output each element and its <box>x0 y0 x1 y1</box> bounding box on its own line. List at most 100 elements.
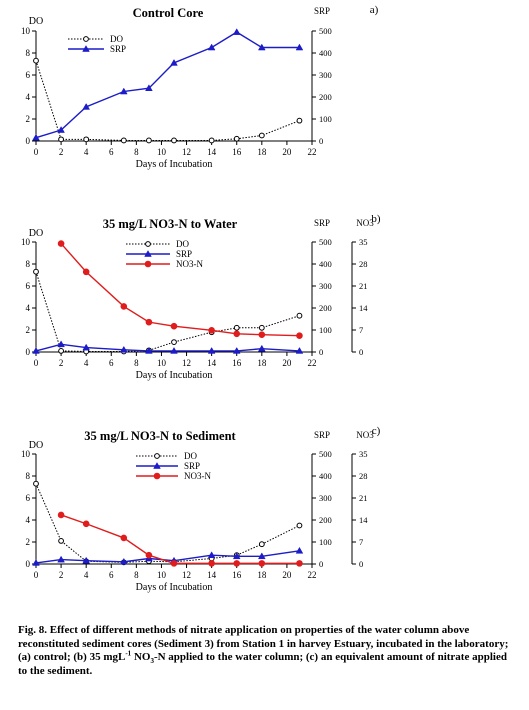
panel-3-legend-marker <box>154 453 160 459</box>
panel-3-x-tick-label: 16 <box>232 570 242 580</box>
panel-1-series-do-point <box>120 137 127 144</box>
panel-2-series-no3-n-point <box>258 331 266 339</box>
panel-1-srp-axis-tick-label: 200 <box>319 92 332 102</box>
panel-1-x-tick-label: 14 <box>207 147 217 157</box>
panel-3-series-srp-point <box>82 556 91 564</box>
panel-3-series-do-line <box>35 483 300 563</box>
panel-3-series-no3-n-point <box>258 560 266 567</box>
panel-3-panel-label: c) <box>372 425 381 437</box>
caption-subscript: 3 <box>150 657 154 666</box>
panel-2-series-do-line <box>35 271 300 352</box>
panel-2-series-do-point <box>258 324 265 331</box>
panel-1-x-tick-label: 10 <box>157 147 167 157</box>
panel-2-no3-axis-tick-label: 0 <box>359 347 363 357</box>
caption-text-1: Fig. 8. Effect of different methods of n… <box>18 624 509 664</box>
panel-2-legend-marker <box>144 260 152 268</box>
panel-3-left-axis-label: DO <box>29 440 43 451</box>
panel-2-x-tick-label: 14 <box>207 358 217 368</box>
panel-2-panel-label: b) <box>371 213 381 225</box>
panel-1-left-tick-label: 8 <box>26 48 31 58</box>
panel-3-srp-axis-tick-label: 200 <box>319 515 332 525</box>
panel-1-series-srp-line <box>35 31 300 139</box>
panel-1-x-tick-label: 2 <box>59 147 64 157</box>
panel-1-series-do-point <box>33 57 39 64</box>
panel-3-series-no3-n-point <box>57 511 65 519</box>
panel-2-x-tick-label: 12 <box>182 358 191 368</box>
panel-3-series-no3-n-point <box>145 551 153 559</box>
panel-1-left-tick-label: 0 <box>26 136 31 146</box>
panel-1-series-srp-point <box>170 58 178 66</box>
panel-2-series-srp-point <box>257 344 266 352</box>
panel-1-srp-axis-tick-label: 500 <box>319 26 332 36</box>
panel-2-srp-axis-tick-label: 0 <box>319 347 323 357</box>
panel-3-series-srp-point <box>232 552 241 560</box>
panel-1-x-tick-label: 16 <box>232 147 242 157</box>
panel-3-srp-axis-tick-label: 0 <box>319 559 323 569</box>
panel-1-series-do-point <box>208 137 215 144</box>
panel-2-srp-axis-tick-label: 400 <box>319 259 332 269</box>
panel-3-x-tick-label: 14 <box>207 570 217 580</box>
panel-3-series-srp-point <box>257 552 266 560</box>
panel-2-srp-axis-tick-label: 200 <box>319 303 332 313</box>
panel-3-no3-axis-tick-label: 14 <box>359 515 368 525</box>
panel-2-series-srp-point <box>57 340 65 348</box>
panel-3-x-tick-label: 12 <box>182 570 191 580</box>
panel-3-x-tick-label: 20 <box>282 570 292 580</box>
panel-1-left-tick-label: 4 <box>26 92 31 102</box>
panel-2-series-srp-point <box>119 345 128 353</box>
panel-2-series-do-point <box>296 312 303 319</box>
panel-3-legend-marker <box>153 462 161 469</box>
panel-2-no3-axis-tick-label: 7 <box>359 325 363 335</box>
panel-3-left-tick-label: 0 <box>26 559 31 569</box>
caption-superscript: -1 <box>125 649 132 658</box>
panel-2-left-tick-label: 10 <box>21 237 31 247</box>
panel-1-x-tick-label: 22 <box>308 147 317 157</box>
panel-2-legend-label: NO3-N <box>176 259 203 269</box>
panel-2-left-tick-label: 4 <box>26 303 31 313</box>
panel-2-no3-axis-label: NO3 <box>356 218 374 228</box>
panel-2-no3-axis-tick-label: 14 <box>359 303 368 313</box>
panel-3-series-srp-point <box>119 557 128 565</box>
panel-2-x-tick-label: 4 <box>84 358 89 368</box>
panel-2-legend-marker <box>145 241 151 247</box>
panel-3-series-srp-point <box>295 546 304 554</box>
panel-2-series-no3-n-point <box>208 327 215 334</box>
panel-2-series-no3-n-point <box>145 318 153 326</box>
panel-2-legend-label: SRP <box>176 249 192 259</box>
panel-3-series-no3-n-point <box>170 560 178 567</box>
caption-text-3: -N applied to the water column; (c) an e… <box>18 651 507 677</box>
panel-3-legend-label: NO3-N <box>184 471 211 481</box>
panel-2-x-tick-label: 8 <box>134 358 139 368</box>
panel-3-srp-axis-tick-label: 500 <box>319 449 332 459</box>
panel-2-x-tick-label: 2 <box>59 358 64 368</box>
panel-3-no3-axis-label: NO3 <box>356 430 374 440</box>
panel-2-srp-axis-tick-label: 500 <box>319 237 332 247</box>
panel-3-legend-marker <box>153 472 161 480</box>
panel-3-series-no3-n-point <box>233 560 241 567</box>
panel-1-x-tick-label: 20 <box>282 147 292 157</box>
panel-2-x-tick-label: 0 <box>34 358 39 368</box>
panel-1-series-do-point <box>83 136 90 143</box>
panel-3-x-tick-label: 0 <box>34 570 39 580</box>
panel-1-series-srp-point <box>57 126 65 133</box>
panel-3-x-tick-label: 6 <box>109 570 114 580</box>
panel-1-srp-axis-tick-label: 400 <box>319 48 332 58</box>
panel-2-series-srp-point <box>232 346 241 354</box>
panel-3-no3-axis-tick-label: 35 <box>359 449 368 459</box>
panel-1-x-tick-label: 0 <box>34 147 39 157</box>
panel-2-series-no3-n-point <box>120 303 128 310</box>
panel-1-series-srp-point <box>32 133 40 141</box>
panel-3-series-no3-n-point <box>296 560 303 567</box>
panel-3-series-do-point <box>58 538 64 544</box>
panel-1-legend-label: DO <box>110 34 123 44</box>
panel-3-left-tick-label: 4 <box>26 515 31 525</box>
panel-3-no3-axis-tick-label: 7 <box>359 537 363 547</box>
panel-1-series-do-point <box>171 137 177 144</box>
panel-2-left-tick-label: 2 <box>26 325 31 335</box>
panel-2-series-do-point <box>58 348 64 354</box>
panel-2-x-tick-label: 10 <box>157 358 167 368</box>
panel-2-srp-axis-label: SRP <box>314 218 330 228</box>
panel-3-srp-axis-label: SRP <box>314 430 330 440</box>
panel-2-series-do-point <box>171 339 177 346</box>
